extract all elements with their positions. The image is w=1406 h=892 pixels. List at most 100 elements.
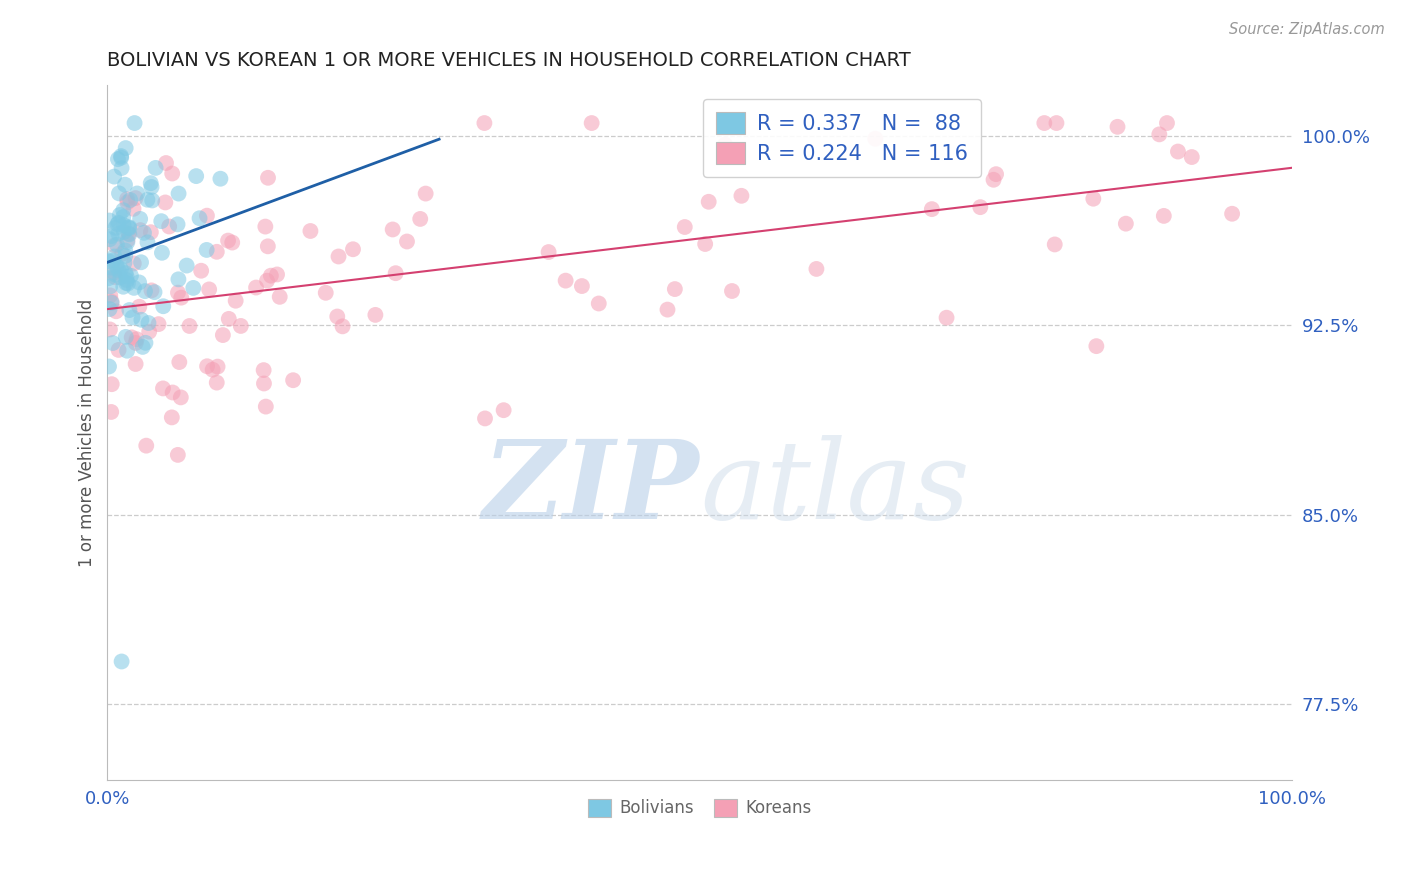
Point	[381, 222, 404, 236]
Point	[105, 237, 128, 252]
Point	[969, 200, 991, 214]
Point	[537, 245, 560, 260]
Point	[115, 192, 138, 206]
Point	[98, 288, 121, 302]
Point	[257, 170, 280, 185]
Point	[395, 235, 418, 249]
Point	[384, 266, 406, 280]
Point	[1033, 116, 1056, 130]
Point	[114, 141, 136, 155]
Point	[150, 214, 173, 228]
Point	[1085, 339, 1108, 353]
Point	[695, 237, 717, 252]
Point	[195, 209, 218, 223]
Point	[257, 239, 280, 253]
Point	[1045, 116, 1067, 130]
Point	[143, 285, 166, 299]
Point	[714, 137, 737, 152]
Point	[104, 268, 127, 282]
Point	[136, 235, 159, 250]
Point	[114, 249, 136, 263]
Point	[135, 439, 157, 453]
Text: ZIP: ZIP	[484, 434, 700, 542]
Point	[186, 169, 208, 183]
Point	[141, 194, 163, 208]
Point	[921, 202, 943, 216]
Point	[124, 191, 146, 205]
Point	[342, 242, 364, 256]
Point	[112, 279, 135, 293]
Point	[107, 217, 129, 231]
Point	[269, 290, 291, 304]
Point	[229, 318, 252, 333]
Point	[166, 217, 188, 231]
Point	[983, 173, 1005, 187]
Point	[114, 256, 136, 270]
Point	[110, 270, 132, 285]
Point	[1107, 120, 1129, 134]
Point	[212, 328, 235, 343]
Point	[104, 238, 127, 252]
Point	[195, 359, 218, 374]
Point	[176, 259, 198, 273]
Point	[281, 373, 304, 387]
Point	[328, 250, 350, 264]
Point	[118, 221, 141, 235]
Point	[100, 405, 122, 419]
Point	[98, 359, 121, 374]
Point	[1181, 150, 1204, 164]
Point	[169, 355, 191, 369]
Point	[253, 363, 276, 377]
Point	[129, 211, 152, 226]
Point	[136, 193, 159, 207]
Point	[673, 220, 696, 235]
Point	[129, 255, 152, 269]
Point	[1043, 237, 1066, 252]
Point	[141, 180, 163, 194]
Point	[1083, 192, 1105, 206]
Point	[492, 403, 515, 417]
Point	[114, 266, 136, 280]
Point	[134, 284, 156, 298]
Point	[103, 253, 125, 268]
Point	[167, 285, 190, 300]
Text: BOLIVIAN VS KOREAN 1 OR MORE VEHICLES IN HOUSEHOLD CORRELATION CHART: BOLIVIAN VS KOREAN 1 OR MORE VEHICLES IN…	[107, 51, 911, 70]
Point	[110, 151, 132, 165]
Point	[1153, 209, 1175, 223]
Point	[120, 268, 142, 283]
Point	[806, 261, 828, 276]
Point	[1167, 145, 1189, 159]
Point	[107, 343, 129, 357]
Point	[188, 211, 211, 226]
Point	[128, 276, 150, 290]
Point	[256, 274, 278, 288]
Point	[100, 377, 122, 392]
Point	[198, 282, 221, 296]
Point	[139, 176, 162, 190]
Point	[332, 319, 354, 334]
Point	[110, 655, 132, 669]
Point	[108, 186, 131, 201]
Point	[254, 219, 277, 234]
Point	[98, 322, 121, 336]
Point	[121, 310, 143, 325]
Point	[253, 376, 276, 391]
Point	[107, 216, 129, 230]
Point	[225, 293, 247, 308]
Point	[581, 116, 603, 130]
Point	[112, 225, 135, 239]
Point	[315, 285, 337, 300]
Point	[105, 259, 128, 273]
Point	[117, 195, 139, 210]
Point	[103, 265, 125, 279]
Point	[207, 359, 229, 374]
Point	[121, 330, 143, 344]
Point	[588, 296, 610, 310]
Point	[117, 235, 139, 249]
Point	[155, 195, 177, 210]
Point	[221, 235, 243, 250]
Point	[115, 343, 138, 358]
Point	[217, 234, 239, 248]
Point	[266, 268, 288, 282]
Point	[181, 281, 204, 295]
